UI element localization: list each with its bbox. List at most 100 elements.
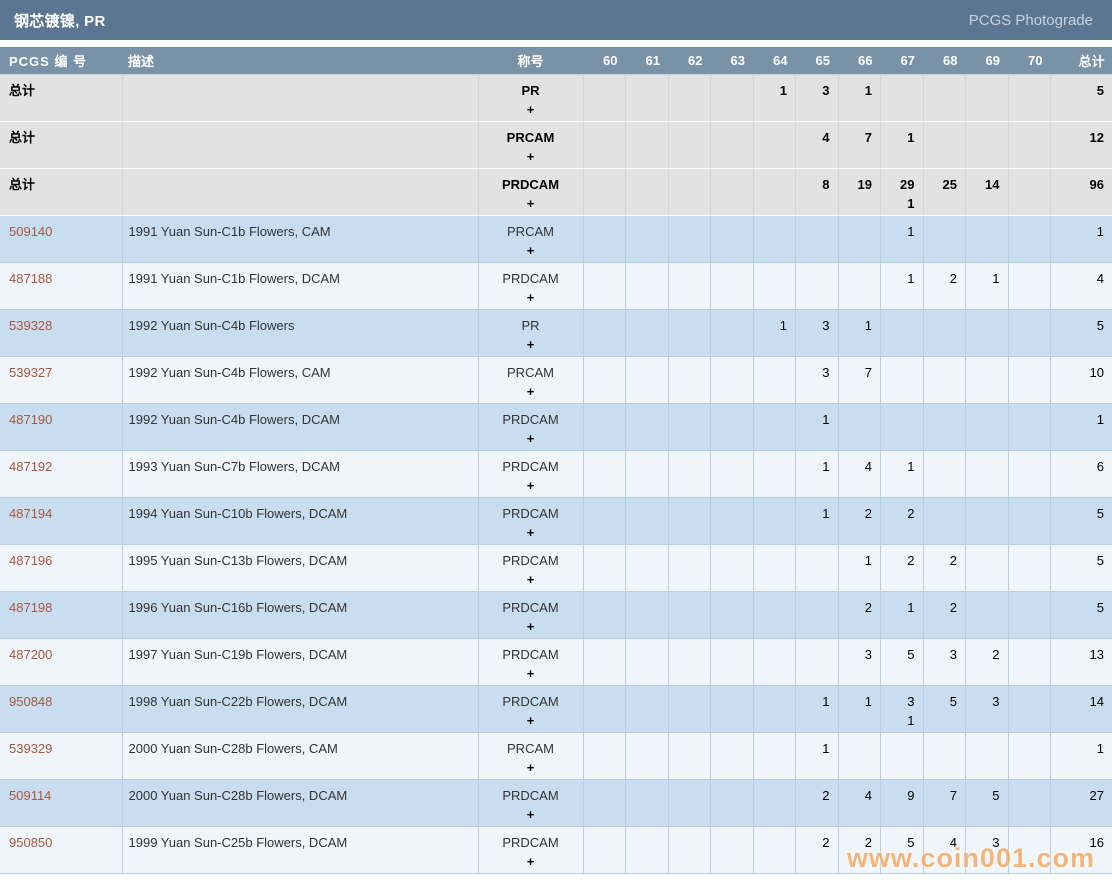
pcgs-number-link[interactable]: 487190 — [9, 411, 53, 427]
grade-67-count — [880, 355, 924, 404]
pcgs-number-link[interactable]: 539329 — [9, 740, 53, 756]
pcgs-number-link[interactable]: 487194 — [9, 505, 53, 521]
row-total-count: 5 — [1050, 496, 1112, 545]
grade-68-count: 5 — [922, 684, 966, 733]
grade-count-value: 5 — [907, 646, 915, 662]
designation-cell: PRDCAM + — [477, 637, 584, 686]
grade-65-count: 2 — [795, 825, 839, 874]
photograde-link[interactable]: PCGS Photograde — [968, 11, 1093, 29]
grade-61-count — [625, 167, 669, 216]
grade-61-count — [625, 355, 669, 404]
table-row: 509140 1991 Yuan Sun-C1b Flowers, CAM PRCA… — [0, 214, 1112, 263]
grade-62-count — [667, 214, 711, 263]
grade-67-count: 1 — [880, 261, 924, 310]
grade-62-count — [667, 496, 711, 545]
grade-count-value: 1 — [864, 693, 872, 709]
grade-69-count — [965, 355, 1009, 404]
plus-designation-label: + — [526, 477, 535, 493]
summary-row: 总计 PRCAM +4 7 1 12 — [0, 120, 1112, 169]
grade-62-count — [667, 590, 711, 639]
pcgs-number-link[interactable]: 487198 — [9, 599, 53, 615]
grade-count-value: 1 — [864, 82, 872, 98]
grade-count-value: 1 — [907, 270, 915, 286]
grade-64-count — [752, 355, 796, 404]
grade-60-count — [582, 731, 626, 780]
grade-60-count — [582, 684, 626, 733]
grade-66-count: 1 — [837, 543, 881, 592]
grade-62-count — [667, 825, 711, 874]
header-grade-69: 69 — [965, 47, 1008, 74]
pcgs-number-link[interactable]: 487196 — [9, 552, 53, 568]
pcgs-number-link[interactable]: 950848 — [9, 693, 53, 709]
grade-69-count — [965, 449, 1009, 498]
coin-description: 1992 Yuan Sun-C4b Flowers, DCAM — [121, 402, 479, 451]
grade-61-count — [625, 308, 669, 357]
row-total-count: 16 — [1050, 825, 1112, 874]
grade-count-value: 3 — [992, 834, 1000, 850]
designation-label: PRDCAM — [502, 270, 559, 286]
grade-count-value: 3 — [907, 693, 915, 709]
grade-62-count — [667, 637, 711, 686]
row-total-count: 1 — [1050, 402, 1112, 451]
grade-count-value: 1 — [907, 599, 915, 615]
pcgs-number-link[interactable]: 509140 — [9, 223, 53, 239]
row-total-count: 1 — [1050, 731, 1112, 780]
grade-63-count — [710, 731, 754, 780]
grade-68-count: 2 — [922, 543, 966, 592]
plus-designation-label: + — [526, 853, 535, 869]
grade-61-count — [625, 731, 669, 780]
header-grade-68: 68 — [923, 47, 966, 74]
grade-61-count — [625, 590, 669, 639]
grade-66-count: 7 — [837, 120, 881, 169]
grade-70-count — [1007, 590, 1051, 639]
plus-designation-label: + — [526, 759, 535, 775]
header-grade-64: 64 — [753, 47, 796, 74]
pcgs-number-link[interactable]: 487192 — [9, 458, 53, 474]
plus-designation-label: + — [526, 195, 535, 211]
coin-description: 2000 Yuan Sun-C28b Flowers, DCAM — [121, 778, 479, 827]
grade-66-count: 3 — [837, 637, 881, 686]
grade-60-count — [582, 73, 626, 122]
grade-64-count — [752, 120, 796, 169]
grade-65-count: 3 — [795, 308, 839, 357]
grade-60-count — [582, 778, 626, 827]
designation-label: PRDCAM — [502, 505, 559, 521]
grade-70-count — [1007, 637, 1051, 686]
pcgs-number-link[interactable]: 950850 — [9, 834, 53, 850]
grade-62-count — [667, 402, 711, 451]
row-total-count: 13 — [1050, 637, 1112, 686]
grade-65-count: 4 — [795, 120, 839, 169]
coin-description — [121, 73, 479, 122]
header-designation: 称号 — [478, 47, 583, 74]
designation-label: PRCAM — [506, 129, 555, 145]
grade-count-value: 7 — [864, 364, 872, 380]
grade-62-count — [667, 731, 711, 780]
grade-62-count — [667, 261, 711, 310]
row-total-count: 6 — [1050, 449, 1112, 498]
grade-61-count — [625, 825, 669, 874]
designation-label: PRCAM — [507, 223, 554, 239]
pcgs-number-link[interactable]: 539327 — [9, 364, 53, 380]
pcgs-number-link[interactable]: 509114 — [9, 787, 52, 803]
designation-label: PRCAM — [507, 364, 554, 380]
table-row: 487190 1992 Yuan Sun-C4b Flowers, DCAM PRD… — [0, 402, 1112, 451]
grade-69-count — [965, 214, 1009, 263]
pcgs-number-link[interactable]: 487188 — [9, 270, 53, 286]
grade-64-count — [752, 590, 796, 639]
grade-67-count: 1 — [880, 214, 924, 263]
pcgs-number-link[interactable]: 487200 — [9, 646, 53, 662]
grade-66-count: 2 — [837, 496, 881, 545]
grade-count-value: 7 — [949, 787, 957, 803]
grade-66-count: 7 — [837, 355, 881, 404]
designation-label: PRDCAM — [502, 458, 559, 474]
pcgs-number-link[interactable]: 539328 — [9, 317, 53, 333]
grade-68-count — [922, 496, 966, 545]
grade-count-value: 5 — [949, 693, 957, 709]
grade-68-count: 25 — [922, 167, 966, 216]
grade-63-count — [710, 637, 754, 686]
grade-66-count: 2 — [837, 590, 881, 639]
grade-63-count — [710, 684, 754, 733]
title-bar: 钢芯镀镍, PR PCGS Photograde — [0, 0, 1112, 40]
grade-count-value: 19 — [857, 176, 872, 192]
coin-description: 1995 Yuan Sun-C13b Flowers, DCAM — [121, 543, 479, 592]
